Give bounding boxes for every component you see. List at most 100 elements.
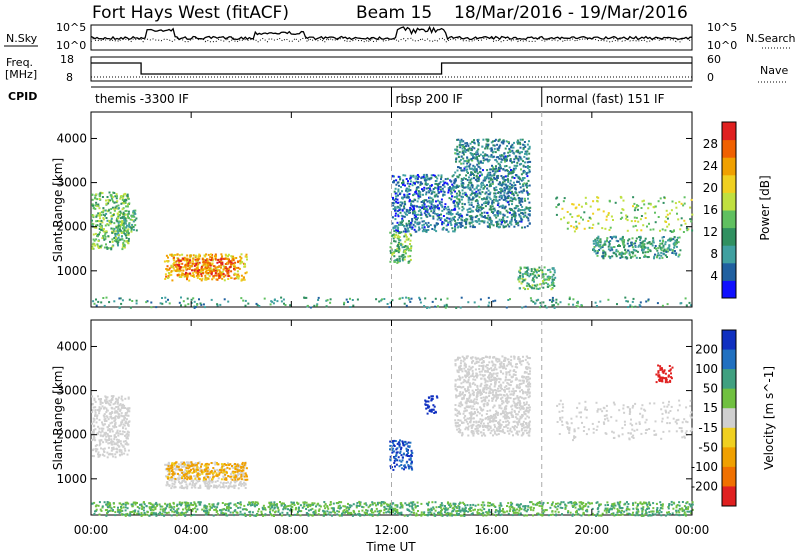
data-cell bbox=[117, 396, 120, 399]
data-cell bbox=[415, 214, 418, 216]
data-cell bbox=[109, 194, 112, 197]
data-cell bbox=[418, 226, 420, 229]
data-cell bbox=[496, 210, 499, 213]
data-cell bbox=[442, 180, 445, 183]
data-cell bbox=[391, 451, 394, 454]
data-cell bbox=[507, 151, 510, 154]
data-cell bbox=[197, 462, 200, 465]
data-cell bbox=[508, 211, 511, 214]
data-cell bbox=[562, 200, 565, 203]
data-cell bbox=[184, 263, 187, 266]
data-cell bbox=[596, 196, 599, 199]
data-cell bbox=[168, 484, 171, 487]
data-cell bbox=[592, 242, 595, 245]
data-cell bbox=[165, 275, 168, 278]
data-cell bbox=[468, 215, 471, 218]
data-cell bbox=[512, 167, 515, 170]
data-cell bbox=[194, 462, 197, 465]
data-cell bbox=[433, 405, 436, 408]
data-cell bbox=[185, 257, 188, 260]
data-cell bbox=[405, 222, 408, 225]
data-cell bbox=[521, 151, 523, 154]
data-cell bbox=[234, 470, 237, 473]
data-cell bbox=[595, 252, 598, 255]
data-cell bbox=[647, 256, 650, 258]
data-cell bbox=[488, 158, 491, 161]
data-cell bbox=[504, 197, 507, 200]
data-cell bbox=[465, 213, 468, 216]
data-cell bbox=[546, 283, 549, 286]
data-cell bbox=[487, 143, 489, 146]
data-cell bbox=[196, 265, 199, 267]
data-cell bbox=[456, 195, 459, 198]
data-cell bbox=[476, 209, 478, 212]
data-cell bbox=[555, 298, 558, 301]
data-cell bbox=[131, 219, 134, 221]
data-cell bbox=[238, 483, 241, 486]
data-cell bbox=[240, 475, 243, 478]
data-cell bbox=[102, 209, 105, 212]
data-cell bbox=[655, 247, 657, 250]
data-cell bbox=[599, 245, 602, 248]
data-cell bbox=[492, 208, 495, 210]
data-cell bbox=[673, 236, 676, 239]
data-cell bbox=[434, 226, 436, 229]
data-cell bbox=[174, 481, 177, 484]
data-cell bbox=[121, 453, 123, 456]
data-cell bbox=[632, 205, 634, 208]
data-cell bbox=[641, 249, 644, 252]
data-cell bbox=[661, 228, 664, 231]
data-cell bbox=[589, 217, 592, 220]
data-cell bbox=[527, 197, 529, 200]
data-cell bbox=[167, 256, 169, 259]
data-cell bbox=[207, 480, 210, 483]
data-cell bbox=[466, 162, 469, 165]
data-cell bbox=[241, 461, 244, 464]
data-cell bbox=[114, 195, 117, 198]
nsearch-label: N.Search bbox=[746, 32, 796, 45]
data-cell bbox=[212, 472, 215, 475]
data-cell bbox=[467, 211, 470, 214]
data-cell bbox=[513, 152, 516, 155]
data-cell bbox=[400, 244, 403, 247]
data-cell bbox=[389, 465, 392, 468]
data-cell bbox=[395, 183, 398, 186]
data-cell bbox=[394, 259, 397, 262]
data-cell bbox=[182, 487, 185, 490]
data-cell bbox=[104, 224, 107, 227]
data-cell bbox=[101, 192, 104, 195]
data-cell bbox=[177, 259, 180, 262]
data-cell bbox=[104, 209, 107, 212]
data-cell bbox=[94, 428, 97, 431]
data-cell bbox=[416, 217, 419, 220]
data-cell bbox=[485, 196, 488, 199]
data-cell bbox=[522, 171, 525, 174]
data-cell bbox=[463, 226, 466, 229]
data-cell bbox=[547, 269, 549, 272]
data-cell bbox=[186, 254, 189, 257]
data-cell bbox=[525, 153, 528, 156]
data-cell bbox=[221, 263, 224, 266]
data-cell bbox=[115, 219, 118, 222]
data-cell bbox=[518, 209, 521, 212]
data-cell bbox=[483, 177, 486, 180]
data-cell bbox=[426, 200, 429, 203]
data-cell bbox=[467, 184, 470, 186]
data-cell bbox=[405, 178, 408, 180]
data-cell bbox=[124, 427, 127, 430]
data-cell bbox=[103, 451, 106, 453]
data-cell bbox=[94, 411, 97, 414]
data-cell bbox=[494, 366, 497, 369]
data-cell bbox=[97, 203, 100, 206]
data-cell bbox=[468, 181, 471, 184]
data-cell bbox=[113, 442, 116, 445]
data-cell bbox=[485, 138, 488, 141]
data-cell bbox=[408, 193, 411, 195]
data-cell bbox=[526, 143, 529, 146]
data-cell bbox=[500, 184, 503, 187]
data-cell bbox=[460, 177, 463, 180]
data-cell bbox=[93, 399, 96, 402]
data-cell bbox=[228, 266, 231, 269]
data-cell bbox=[395, 231, 398, 234]
data-cell bbox=[215, 484, 218, 487]
